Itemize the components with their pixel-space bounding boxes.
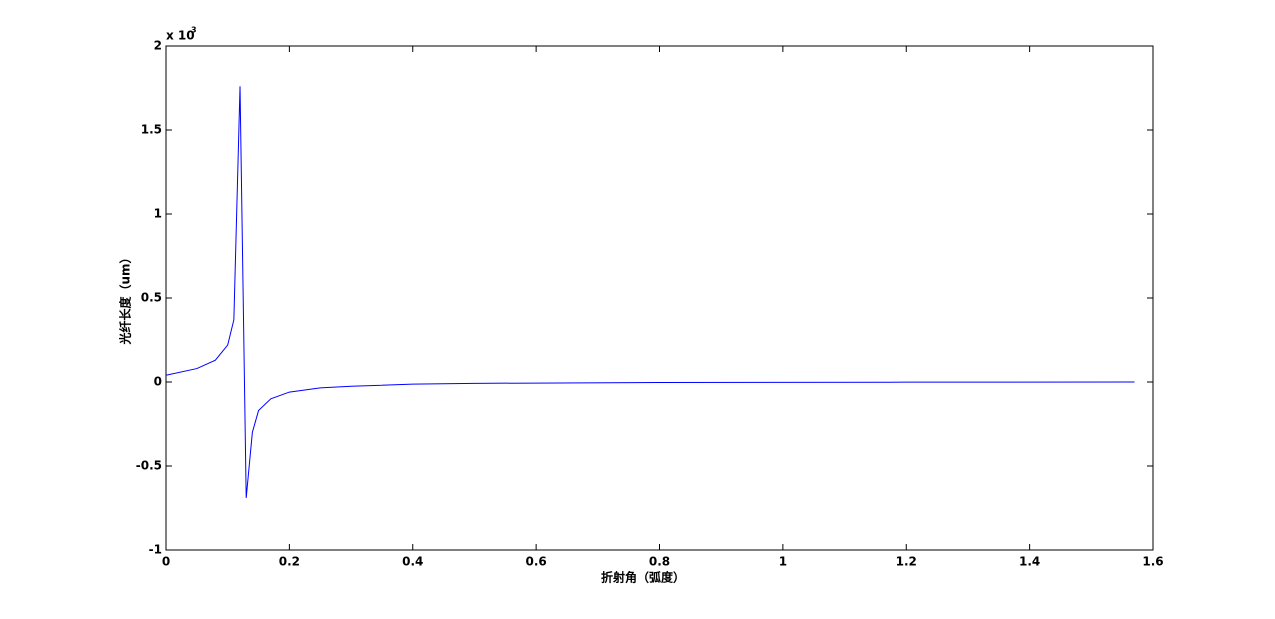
x-tick-label: 0.6 bbox=[525, 555, 546, 569]
y-tick-label: 0.5 bbox=[141, 291, 162, 305]
y-tick-label: 0 bbox=[154, 375, 162, 389]
x-tick-label: 0 bbox=[162, 555, 170, 569]
x-tick-label: 0.2 bbox=[279, 555, 300, 569]
x-tick-label: 0.4 bbox=[402, 555, 423, 569]
y-multiplier-exponent: 3 bbox=[191, 26, 197, 35]
y-tick-label: -0.5 bbox=[136, 459, 162, 473]
x-tick-label: 1.2 bbox=[896, 555, 917, 569]
y-tick-label: 1.5 bbox=[141, 123, 162, 137]
x-axis-label: 折射角（弧度） bbox=[601, 570, 685, 585]
y-multiplier: x 10 bbox=[166, 29, 195, 43]
x-tick-label: 1.4 bbox=[1019, 555, 1040, 569]
data-line bbox=[165, 86, 1135, 498]
x-tick-label: 1.6 bbox=[1142, 555, 1163, 569]
y-tick-label: 2 bbox=[154, 39, 162, 53]
plot-box bbox=[165, 45, 1154, 551]
y-axis-label: 光纤长度（um） bbox=[118, 251, 133, 345]
y-tick-label: -1 bbox=[149, 543, 162, 557]
y-tick-label: 1 bbox=[154, 207, 162, 221]
x-tick-label: 1 bbox=[779, 555, 787, 569]
x-tick-label: 0.8 bbox=[649, 555, 670, 569]
